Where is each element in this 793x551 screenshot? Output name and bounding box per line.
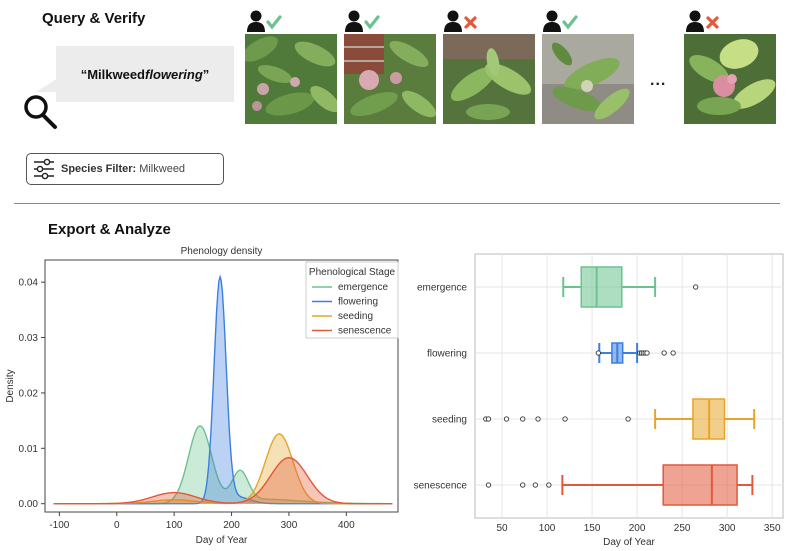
boxplot-chart: 50 100 150 200 250 300 350 emergence flowering se… [414,253,784,548]
speech-bubble-tail [36,78,58,92]
x-tick-label: 250 [674,523,691,534]
x-tick-label: 150 [584,523,601,534]
outlier-point [503,416,510,422]
outlier-point [562,416,568,422]
search-icon[interactable] [20,92,60,132]
user-rejected-icon[interactable] [444,10,484,32]
y-tick-label: 0.01 [19,444,39,455]
query-emphasis: flowering [145,66,203,82]
y-tick-label: flowering [427,349,467,360]
species-filter-label: Species Filter: [61,163,137,175]
outlier-point [535,416,541,422]
y-tick-label: emergence [417,283,467,294]
milkweed-photo-3[interactable] [443,34,535,124]
sliders-icon [34,158,54,180]
outlier-point [692,284,699,290]
legend-box [305,261,399,339]
outlier-point [532,482,538,488]
outlier-point [485,482,492,488]
y-tick-label: senescence [414,481,468,492]
user-verified-icon[interactable] [247,10,287,32]
density-line-senescence [53,456,393,505]
outlier-point [670,350,676,356]
outlier-point [520,482,526,488]
query-text: “Milkweed flowering” [80,66,210,82]
outlier-point [644,350,650,356]
x-tick-label: 100 [539,523,556,534]
x-tick-label: 200 [629,523,646,534]
density-area-flowering [53,276,393,504]
outlier-point [625,416,631,422]
y-tick-label: 0.03 [19,333,39,344]
outlier-point [520,416,526,422]
legend-label-seeding: seeding [338,311,373,322]
box-senescence [662,464,738,506]
x-tick-label: 300 [281,520,298,531]
density-chart: Phenology density -100 0 100 200 300 400 0.00 0.… [5,246,399,546]
x-axis-label: Day of Year [603,537,655,548]
outlier-point [485,416,492,422]
x-tick-label: 400 [338,520,355,531]
plot-frame [44,259,399,513]
species-filter-value: Milkweed [139,163,186,175]
density-area-senescence [53,457,393,504]
box-emergence [580,266,623,308]
user-verified-icon[interactable] [543,10,583,32]
milkweed-photo-4[interactable] [542,34,634,124]
y-axis-label: Density [5,369,16,402]
x-tick-label: 100 [166,520,183,531]
x-tick-label: 350 [764,523,781,534]
x-tick-label: -100 [49,520,69,531]
species-filter[interactable]: Species Filter: Milkweed [26,153,224,185]
more-photos-ellipsis[interactable]: ... [650,72,667,89]
user-rejected-icon[interactable] [686,10,726,32]
outlier-point [546,482,552,488]
legend-label-senescence: senescence [338,326,392,337]
y-tick-label: 0.00 [19,499,39,510]
milkweed-photo-5[interactable] [684,34,776,124]
query-bubble [56,46,234,102]
y-tick-label: 0.04 [19,278,39,289]
section-title-export: Export & Analyze [48,221,171,238]
x-tick-label: 200 [223,520,240,531]
section-divider [14,203,780,204]
legend-title: Phenological Stage [309,267,396,278]
outlier-point [661,350,667,356]
y-tick-label: seeding [432,415,467,426]
section-title-query: Query & Verify [42,10,146,27]
y-tick-label: 0.02 [19,388,39,399]
x-tick-label: 300 [719,523,736,534]
milkweed-photo-1[interactable] [245,34,337,124]
legend-label-emergence: emergence [338,282,388,293]
x-axis-label: Day of Year [196,535,248,546]
user-verified-icon[interactable] [345,10,385,32]
x-tick-label: 50 [496,523,508,534]
x-tick-label: 0 [114,520,120,531]
outlier-point [595,350,602,356]
chart-title: Phenology density [181,246,263,257]
milkweed-photo-2[interactable] [344,34,436,124]
legend-label-flowering: flowering [338,297,378,308]
